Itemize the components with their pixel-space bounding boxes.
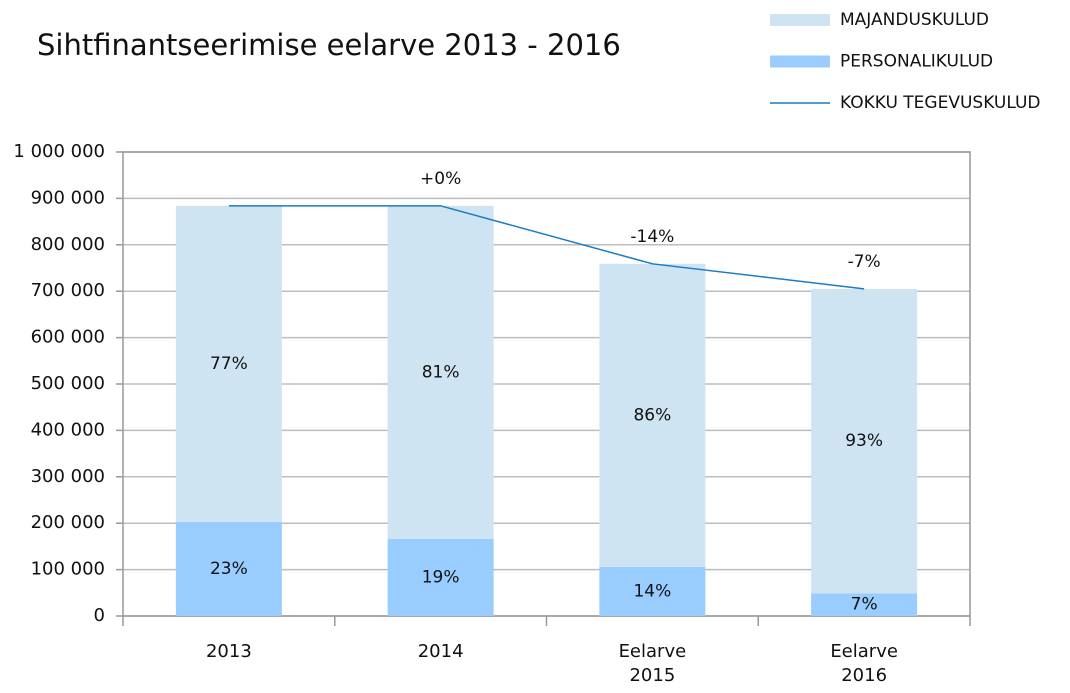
legend-swatch [770, 55, 830, 68]
bar-share-label: 7% [851, 595, 878, 615]
bar-share-label: 23% [210, 559, 248, 579]
y-tick-label: 700 000 [31, 280, 105, 301]
change-label: -7% [848, 252, 881, 272]
bar [599, 263, 706, 567]
y-tick-label: 0 [94, 605, 105, 626]
bar [811, 593, 918, 616]
bar [175, 205, 282, 522]
bar [387, 538, 494, 616]
chart-title: Sihtfinantseerimise eelarve 2013 - 2016 [37, 28, 621, 62]
y-tick-label: 600 000 [31, 327, 105, 348]
bar [387, 205, 494, 539]
y-tick-label: 1 000 000 [13, 141, 105, 162]
x-tick-label: Eelarve 2015 [618, 641, 687, 686]
change-label: -14% [630, 227, 674, 247]
bar-share-label: 14% [633, 581, 671, 601]
y-tick-label: 800 000 [31, 234, 105, 255]
bar-share-label: 86% [633, 405, 671, 425]
bar-share-label: 93% [845, 431, 883, 451]
legend-swatch [770, 14, 830, 26]
y-tick-label: 400 000 [31, 419, 105, 440]
legend-label: MAJANDUSKULUD [840, 10, 989, 30]
bar [811, 288, 918, 594]
line-series [228, 205, 865, 290]
bar-share-label: 81% [422, 362, 460, 382]
y-tick-label: 500 000 [31, 373, 105, 394]
bar [175, 521, 282, 616]
bar [599, 566, 706, 616]
change-label: +0% [420, 169, 461, 189]
bar-share-label: 77% [210, 354, 248, 374]
y-tick-label: 200 000 [31, 512, 105, 533]
x-tick-label: Eelarve 2016 [830, 641, 898, 686]
legend-label: PERSONALIKULUD [840, 52, 993, 72]
x-tick-label: 2014 [417, 641, 464, 662]
bar-share-label: 19% [422, 567, 460, 587]
y-tick-label: 100 000 [31, 559, 105, 580]
x-tick-label: 2013 [205, 641, 252, 662]
y-tick-label: 900 000 [31, 187, 105, 208]
legend-label: KOKKU TEGEVUSKULUD [840, 93, 1040, 113]
y-tick-label: 300 000 [31, 466, 105, 487]
